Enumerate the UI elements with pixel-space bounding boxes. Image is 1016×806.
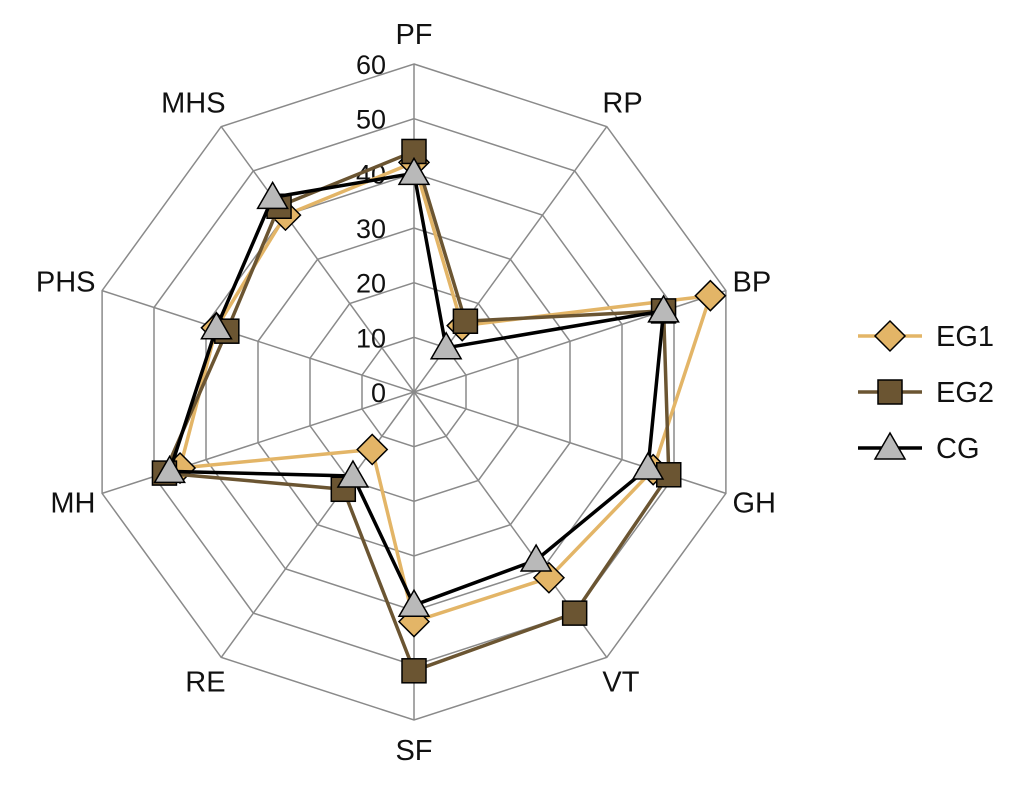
axis-labels: PF RP BP GH VT SF RE MH PHS MHS	[36, 19, 776, 767]
axis-label-pf: PF	[395, 19, 432, 51]
legend-item-eg1: EG1	[858, 319, 994, 353]
tick-label: 10	[356, 323, 386, 353]
grid-spoke	[101, 289, 415, 393]
tick-label: 50	[356, 105, 386, 135]
data-point	[631, 451, 665, 480]
data-point	[256, 180, 289, 210]
data-point	[647, 294, 680, 323]
series-eg1	[163, 146, 727, 638]
axis-label-phs: PHS	[36, 266, 96, 298]
data-point	[336, 459, 370, 488]
legend-marker	[873, 319, 907, 353]
legend-marker	[873, 431, 907, 460]
axis-label-mhs: MHS	[161, 87, 225, 119]
data-point	[561, 600, 588, 626]
axis-label-rp: RP	[602, 87, 642, 119]
tick-label: 0	[371, 378, 386, 408]
legend-item-eg2: EG2	[858, 377, 994, 409]
legend-label: EG2	[936, 377, 994, 409]
axis-label-bp: BP	[733, 266, 772, 298]
legend: EG1 EG2 CG	[858, 319, 994, 465]
data-point	[694, 279, 727, 312]
data-point	[200, 311, 233, 340]
data-point	[397, 588, 431, 617]
tick-label: 30	[356, 214, 386, 244]
axis-label-mh: MH	[50, 488, 95, 520]
grid-spoke	[220, 391, 415, 658]
data-point	[401, 658, 427, 684]
data-point	[356, 433, 389, 466]
data-point	[519, 543, 553, 572]
legend-label: EG1	[936, 321, 994, 353]
legend-item-cg: CG	[858, 431, 980, 465]
data-point	[429, 331, 463, 360]
series-cg	[153, 156, 680, 617]
data-point	[153, 454, 186, 484]
axis-label-sf: SF	[395, 735, 432, 767]
grid-spoke	[220, 126, 415, 393]
axis-label-vt: VT	[602, 667, 639, 699]
series	[151, 138, 727, 684]
tick-label: 20	[356, 269, 386, 299]
data-point	[452, 308, 479, 334]
data-point	[397, 156, 431, 186]
tick-label: 60	[356, 50, 386, 80]
axis-label-re: RE	[185, 667, 225, 699]
legend-marker	[877, 379, 903, 405]
axis-label-gh: GH	[733, 488, 777, 520]
legend-label: CG	[936, 433, 980, 465]
